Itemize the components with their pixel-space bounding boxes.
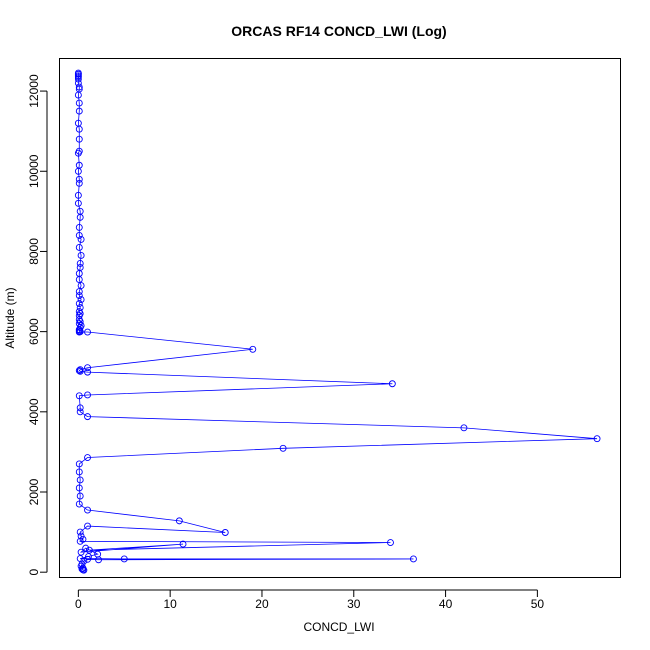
data-point xyxy=(249,345,257,353)
data-point xyxy=(84,522,91,530)
data-point xyxy=(74,91,82,99)
data-point xyxy=(75,300,83,308)
y-tick-label: 6000 xyxy=(27,318,41,345)
data-point xyxy=(460,424,468,432)
x-axis-label: CONCD_LWI xyxy=(303,620,374,634)
y-tick-label: 12000 xyxy=(27,74,41,108)
plot-area xyxy=(74,69,601,574)
chart-title: ORCAS RF14 CONCD_LWI (Log) xyxy=(231,23,446,39)
data-point xyxy=(95,556,103,564)
data-point xyxy=(75,367,83,374)
data-point xyxy=(75,231,83,239)
series-line xyxy=(77,73,598,571)
x-tick-label: 30 xyxy=(347,597,361,611)
data-point xyxy=(74,149,82,157)
data-point xyxy=(84,506,91,514)
data-point xyxy=(76,528,84,536)
data-point xyxy=(75,125,83,133)
data-point xyxy=(76,367,84,375)
data-point xyxy=(75,328,83,336)
data-point xyxy=(74,191,82,199)
data-point xyxy=(75,243,83,251)
data-point xyxy=(84,454,91,461)
data-point xyxy=(388,380,396,388)
data-point xyxy=(77,282,85,289)
data-point xyxy=(75,276,83,283)
data-point xyxy=(77,252,85,259)
data-point xyxy=(84,368,91,376)
y-tick-label: 4000 xyxy=(27,398,41,425)
data-point xyxy=(76,260,84,267)
data-point xyxy=(77,235,85,243)
data-point xyxy=(84,555,91,563)
x-tick-label: 0 xyxy=(75,597,82,611)
x-tick-label: 10 xyxy=(163,597,177,611)
data-point xyxy=(75,460,83,468)
data-point xyxy=(75,500,83,508)
data-point xyxy=(74,199,82,207)
y-axis-label: Altitude (m) xyxy=(3,287,17,348)
data-point xyxy=(175,517,183,525)
data-point xyxy=(75,135,83,143)
data-point xyxy=(75,292,83,299)
x-tick-label: 50 xyxy=(531,597,545,611)
data-point xyxy=(75,392,83,400)
data-point xyxy=(179,540,187,548)
data-point xyxy=(76,213,84,221)
data-point xyxy=(75,99,83,107)
data-point xyxy=(82,544,90,552)
data-point xyxy=(75,468,83,476)
y-tick-label: 2000 xyxy=(27,478,41,505)
data-point xyxy=(76,404,84,412)
x-tick-label: 20 xyxy=(255,597,269,611)
x-tick-label: 40 xyxy=(439,597,453,611)
data-point xyxy=(75,175,83,183)
data-point xyxy=(78,565,86,573)
data-point xyxy=(80,566,88,574)
x-axis: 0 10 20 30 40 50 xyxy=(75,589,545,611)
data-point xyxy=(84,328,91,336)
y-tick-label: 8000 xyxy=(27,238,41,265)
data-point xyxy=(84,364,91,372)
data-point xyxy=(120,555,128,563)
data-point xyxy=(75,223,83,231)
data-point xyxy=(221,529,229,536)
data-point xyxy=(75,484,83,492)
data-point xyxy=(387,539,394,546)
data-point xyxy=(75,288,83,295)
y-tick-label: 10000 xyxy=(27,154,41,188)
data-point xyxy=(77,296,85,304)
data-point xyxy=(76,537,84,545)
data-point xyxy=(85,546,93,554)
plot-frame xyxy=(59,58,621,578)
data-point xyxy=(75,83,83,91)
data-point xyxy=(75,107,83,115)
data-point xyxy=(76,476,84,484)
data-point xyxy=(84,413,91,421)
data-point xyxy=(279,444,287,452)
y-tick-label: 0 xyxy=(27,569,41,576)
data-point xyxy=(76,492,84,500)
data-point xyxy=(74,167,82,175)
y-axis: 0 2000 4000 6000 8000 10000 12000 xyxy=(27,74,48,576)
data-point xyxy=(593,435,601,443)
data-point xyxy=(76,408,84,416)
data-point xyxy=(75,179,83,187)
data-point xyxy=(85,553,92,560)
data-point xyxy=(84,391,91,399)
data-point xyxy=(409,555,417,563)
data-point xyxy=(77,548,85,556)
data-point xyxy=(74,75,82,83)
